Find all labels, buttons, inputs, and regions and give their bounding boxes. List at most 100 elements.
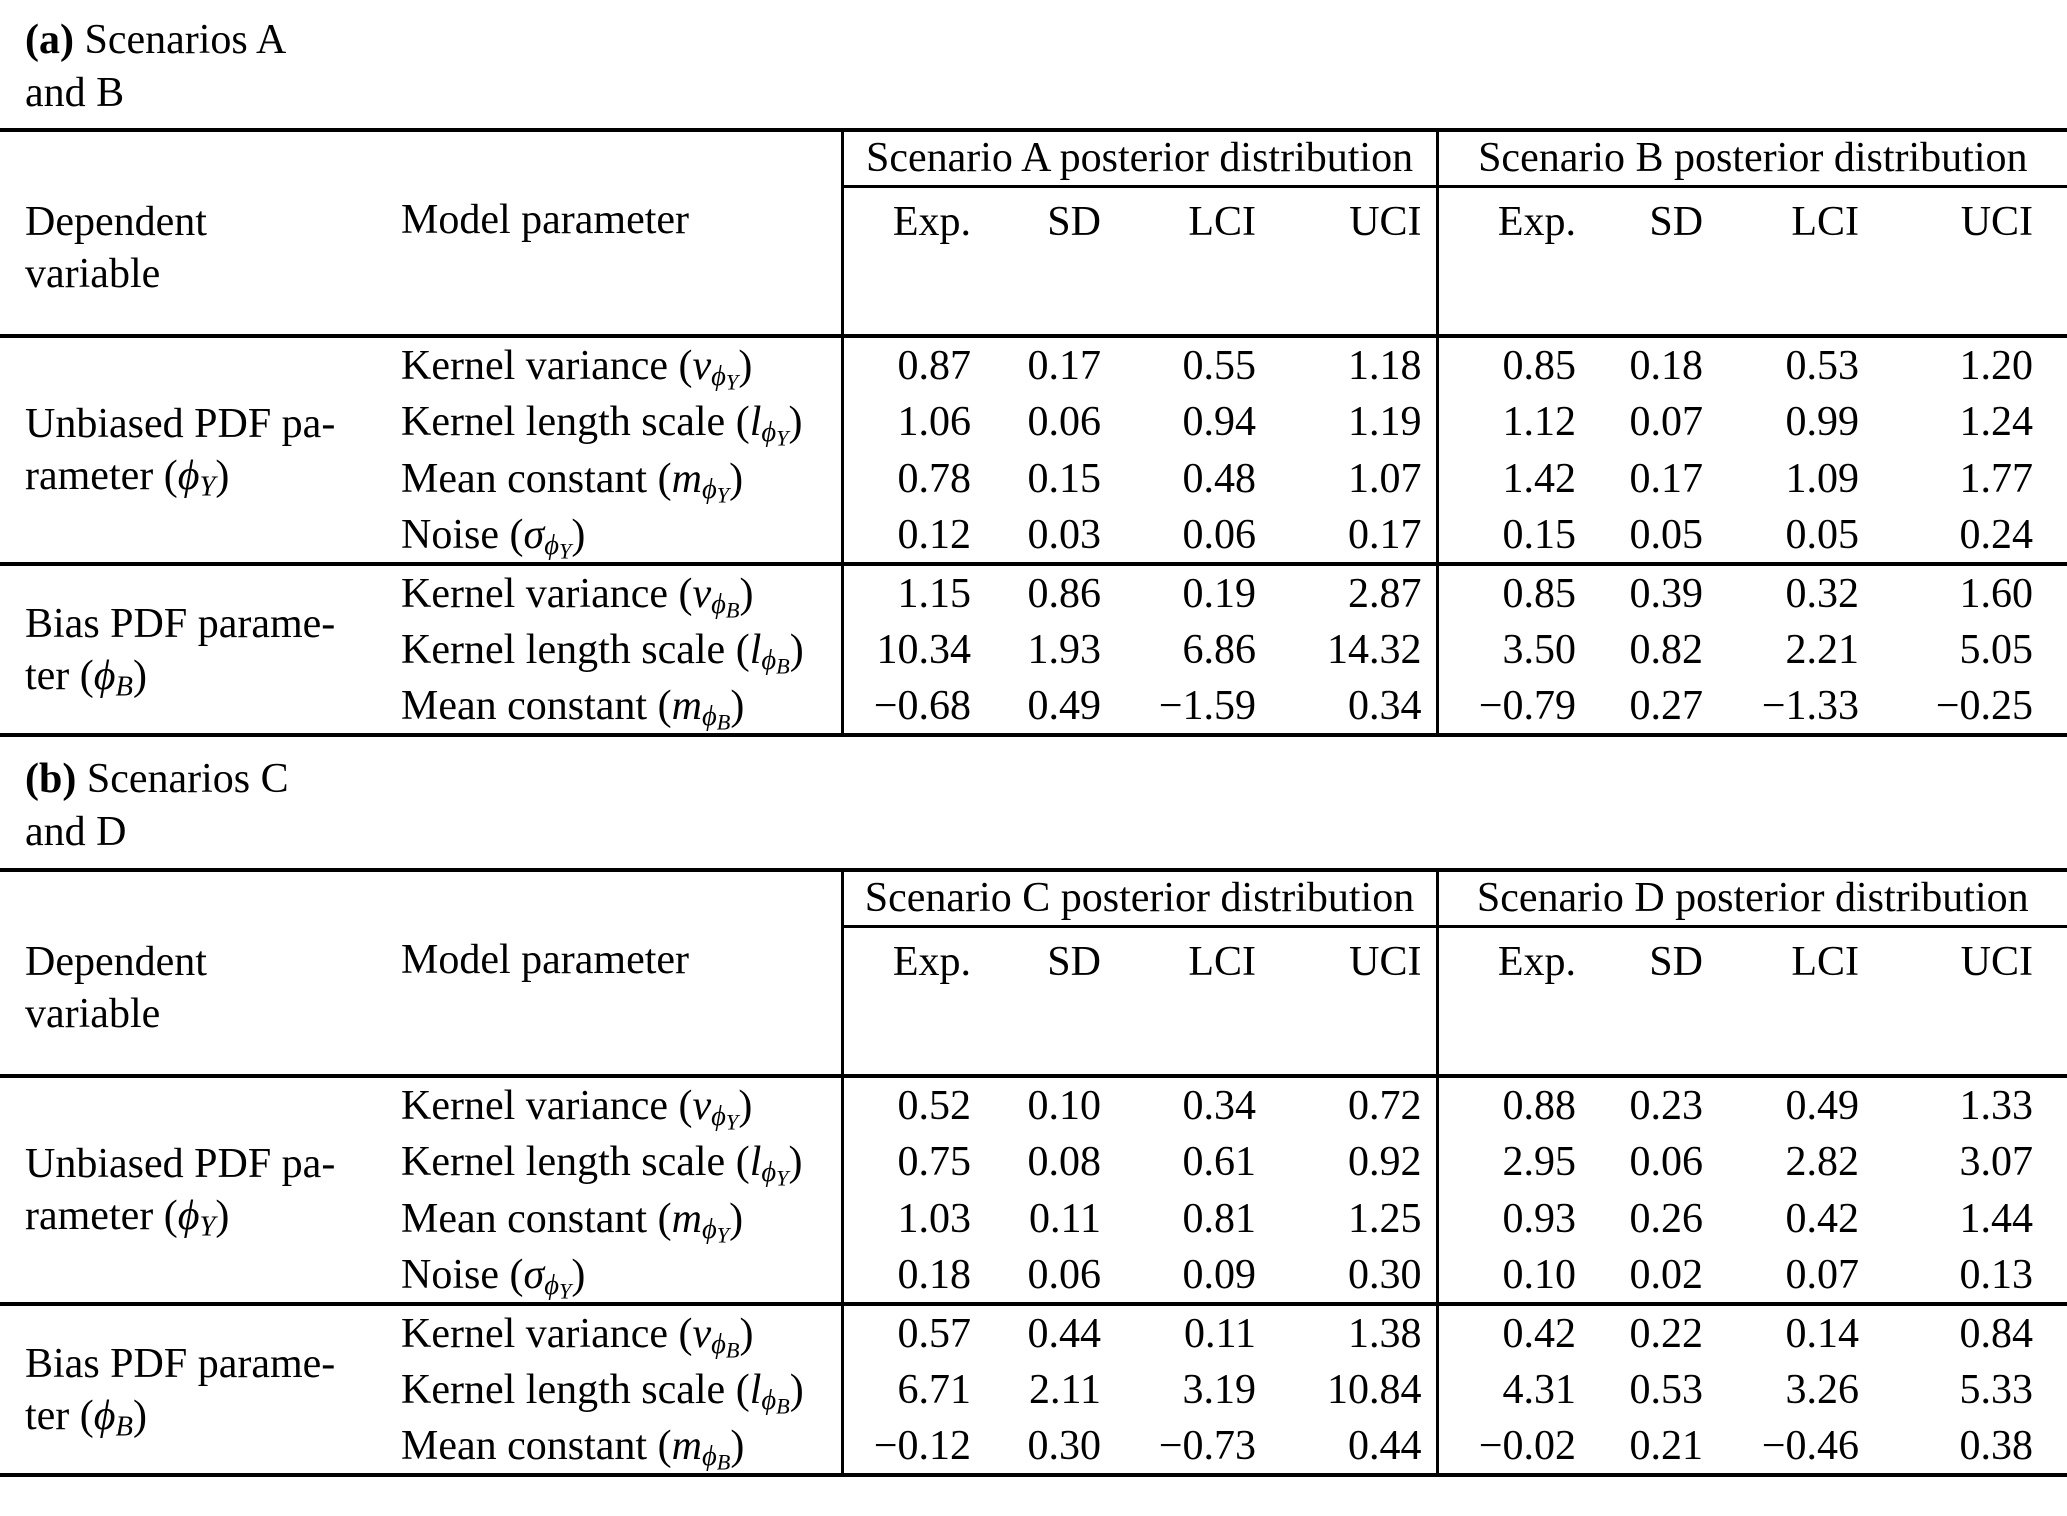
- value-cell: 0.81: [1182, 1195, 1257, 1242]
- section-b-caption: (b) Scenarios C and D: [0, 737, 2067, 868]
- value-cell: 0.42: [1435, 1304, 1590, 1361]
- model-parameter-label: Kernel length scale (lϕB): [401, 1366, 804, 1419]
- value-cell: 0.12: [840, 507, 985, 564]
- model-parameter-label: Mean constant (mϕY): [401, 1195, 744, 1248]
- spacer-cell: [0, 130, 842, 186]
- column-header-sd: SD: [1047, 938, 1101, 985]
- dependent-header-line1: Dependent: [25, 939, 207, 985]
- row-group-label-line1: Unbiased PDF pa-: [25, 1141, 336, 1187]
- value-cell: 0.23: [1629, 1082, 1704, 1129]
- value-cell: 0.75: [840, 1133, 985, 1190]
- model-parameter-label: Mean constant (mϕY): [401, 455, 744, 508]
- value-cell: 0.48: [1182, 455, 1257, 502]
- value-cell: 0.30: [1348, 1251, 1422, 1298]
- value-cell: 0.27: [1629, 682, 1704, 729]
- column-header-uci: UCI: [1960, 198, 2034, 245]
- model-parameter-label: Mean constant (mϕB): [401, 1422, 745, 1475]
- table-row: Noise (σϕY) 0.18 0.06 0.09 0.30 0.10 0.0…: [0, 1247, 2067, 1304]
- column-header-sd: SD: [1649, 198, 1704, 245]
- row-group-label-line1: Unbiased PDF pa-: [25, 401, 336, 447]
- section-a-caption-line1: (a) Scenarios A: [25, 14, 2067, 67]
- row-group-label-line2: rameter (ϕY): [25, 453, 230, 503]
- value-cell: 5.33: [1959, 1366, 2034, 1413]
- column-header-exp: Exp.: [840, 186, 985, 336]
- value-cell: 0.03: [1027, 511, 1102, 558]
- value-cell: 0.44: [1348, 1422, 1422, 1469]
- value-cell: 0.09: [1182, 1251, 1257, 1298]
- value-cell: 1.42: [1435, 450, 1591, 507]
- value-cell: −0.25: [1935, 682, 2034, 729]
- column-header-lci: LCI: [1791, 198, 1860, 245]
- value-cell: −0.12: [840, 1418, 985, 1475]
- table-row: Mean constant (mϕY) 0.78 0.15 0.48 1.07 …: [0, 450, 2067, 507]
- column-header-exp: Exp.: [840, 926, 985, 1076]
- value-cell: 1.18: [1348, 342, 1422, 389]
- table-row: Mean constant (mϕY) 1.03 0.11 0.81 1.25 …: [0, 1190, 2067, 1247]
- value-cell: −1.59: [1158, 682, 1256, 729]
- value-cell: 1.25: [1348, 1195, 1422, 1242]
- value-cell: 0.85: [1435, 336, 1591, 393]
- column-header-dependent-variable: Dependent variable: [0, 186, 395, 336]
- model-parameter-label: Mean constant (mϕB): [401, 682, 745, 735]
- value-cell: 0.44: [1027, 1310, 1102, 1357]
- model-parameter-label: Kernel length scale (lϕB): [401, 626, 804, 679]
- value-cell: 1.44: [1959, 1195, 2034, 1242]
- value-cell: 0.11: [1029, 1195, 1101, 1242]
- table-row: Unbiased PDF pa- rameter (ϕY) Kernel var…: [0, 1076, 2067, 1241]
- value-cell: 0.19: [1182, 570, 1257, 617]
- value-cell: 0.49: [1027, 682, 1102, 729]
- value-cell: 0.93: [1435, 1190, 1590, 1247]
- value-cell: 0.14: [1785, 1310, 1860, 1357]
- section-b-tag: (b): [25, 756, 77, 802]
- value-cell: 0.24: [1959, 511, 2034, 558]
- group-header-scenario-a: Scenario A posterior distribution: [840, 130, 1438, 188]
- value-cell: −0.02: [1435, 1418, 1590, 1475]
- value-cell: 0.06: [1629, 1138, 1704, 1185]
- value-cell: 0.99: [1785, 398, 1860, 445]
- value-cell: 0.17: [1348, 511, 1422, 558]
- value-cell: 0.02: [1629, 1251, 1704, 1298]
- value-cell: 0.82: [1629, 626, 1704, 673]
- value-cell: 1.33: [1959, 1082, 2034, 1129]
- value-cell: 0.39: [1629, 570, 1704, 617]
- value-cell: 0.21: [1629, 1422, 1704, 1469]
- value-cell: 0.06: [1027, 398, 1102, 445]
- table-row: Kernel length scale (lϕB) 10.34 1.93 6.8…: [0, 621, 2067, 678]
- value-cell: 1.60: [1959, 570, 2034, 617]
- value-cell: −0.79: [1435, 678, 1591, 735]
- value-cell: 1.38: [1348, 1310, 1422, 1357]
- group-header-scenario-b: Scenario B posterior distribution: [1435, 130, 2067, 188]
- spacer-cell: [0, 870, 842, 926]
- value-cell: 0.18: [840, 1247, 985, 1304]
- value-cell: 1.77: [1959, 455, 2034, 502]
- section-a-title: Scenarios A: [73, 17, 287, 63]
- value-cell: 2.87: [1348, 570, 1422, 617]
- column-header-uci: UCI: [1349, 938, 1422, 985]
- value-cell: 10.34: [840, 621, 985, 678]
- section-a-caption: (a) Scenarios A and B: [0, 0, 2067, 128]
- value-cell: 0.07: [1785, 1251, 1860, 1298]
- value-cell: 0.78: [840, 450, 985, 507]
- table-row: Unbiased PDF pa- rameter (ϕY) Kernel var…: [0, 336, 2067, 501]
- model-parameter-label: Kernel length scale (lϕY): [401, 398, 803, 451]
- group-header-scenario-d: Scenario D posterior distribution: [1435, 870, 2067, 928]
- value-cell: 0.87: [840, 336, 985, 393]
- section-b-caption-line2: and D: [25, 809, 127, 855]
- column-header-dependent-variable: Dependent variable: [0, 926, 395, 1076]
- row-group-label-unbiased-pdf: Unbiased PDF pa- rameter (ϕY): [0, 336, 395, 564]
- column-header-model-parameter: Model parameter: [401, 197, 690, 243]
- section-b-caption-line1: (b) Scenarios C: [25, 753, 2067, 806]
- value-cell: −0.73: [1158, 1422, 1256, 1469]
- value-cell: 10.84: [1327, 1366, 1422, 1413]
- value-cell: 0.34: [1348, 682, 1422, 729]
- value-cell: 0.53: [1629, 1366, 1704, 1413]
- value-cell: 0.86: [1027, 570, 1102, 617]
- value-cell: 3.19: [1182, 1366, 1257, 1413]
- value-cell: 0.92: [1348, 1138, 1422, 1185]
- table-row: Kernel length scale (lϕB) 6.71 2.11 3.19…: [0, 1361, 2067, 1418]
- value-cell: 2.11: [1029, 1366, 1101, 1413]
- value-cell: 6.86: [1182, 626, 1257, 673]
- value-cell: 1.93: [1027, 626, 1102, 673]
- row-group-label-line1: Bias PDF parame-: [25, 1340, 336, 1387]
- table-scenarios-c-d: Scenario C posterior distribution Scenar…: [0, 868, 2067, 1477]
